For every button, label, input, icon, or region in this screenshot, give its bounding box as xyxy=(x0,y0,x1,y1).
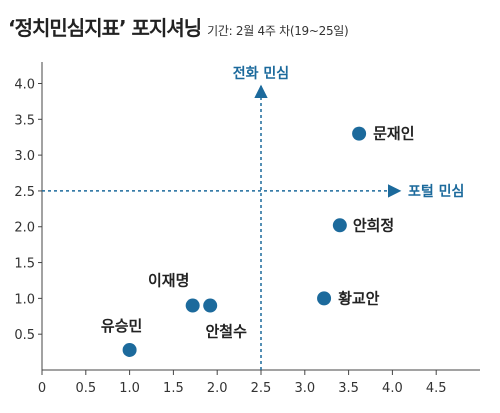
data-point-label: 안철수 xyxy=(205,323,247,341)
chart-subtitle: 기간: 2월 4주 차(19~25일) xyxy=(207,24,349,38)
data-point xyxy=(332,218,347,233)
y-tick-label: 3.5 xyxy=(14,113,35,128)
data-point-label: 유승민 xyxy=(101,317,142,335)
data-point xyxy=(122,342,137,357)
data-point-label: 문재인 xyxy=(373,125,414,143)
x-tick-label: 1.5 xyxy=(163,381,184,396)
x-tick-label: 2.0 xyxy=(207,381,228,396)
y-tick-label: 1.0 xyxy=(14,292,35,307)
x-tick-label: 0.5 xyxy=(75,381,96,396)
data-point-label: 황교안 xyxy=(338,289,380,307)
y-tick-label: 1.5 xyxy=(14,257,35,272)
data-point xyxy=(317,291,332,306)
y-tick-label: 2.0 xyxy=(14,221,35,236)
x-tick-label: 0 xyxy=(38,381,46,396)
x-tick-label: 3.0 xyxy=(294,381,315,396)
data-point xyxy=(185,298,200,313)
x-tick-label: 3.5 xyxy=(338,381,359,396)
x-axis-label: 포털 민심 xyxy=(408,183,464,200)
y-tick-label: 2.5 xyxy=(14,185,35,200)
chart-title-block: ‘정치민심지표’ 포지셔닝 기간: 2월 4주 차(19~25일) xyxy=(8,12,349,41)
x-tick-label: 4.5 xyxy=(426,381,447,396)
x-tick-label: 2.5 xyxy=(251,381,272,396)
y-axis-label: 전화 민심 xyxy=(233,65,289,82)
y-tick-label: 0.5 xyxy=(14,328,35,343)
y-tick-label: 3.0 xyxy=(14,149,35,164)
data-point-label: 이재명 xyxy=(148,272,189,290)
x-tick-label: 1.0 xyxy=(119,381,140,396)
data-point-label: 안희정 xyxy=(353,216,394,234)
x-tick-label: 4.0 xyxy=(382,381,403,396)
chart-title: ‘정치민심지표’ 포지셔닝 xyxy=(8,16,202,40)
data-point xyxy=(352,126,367,141)
y-tick-label: 4.0 xyxy=(14,77,35,92)
data-point xyxy=(203,298,218,313)
